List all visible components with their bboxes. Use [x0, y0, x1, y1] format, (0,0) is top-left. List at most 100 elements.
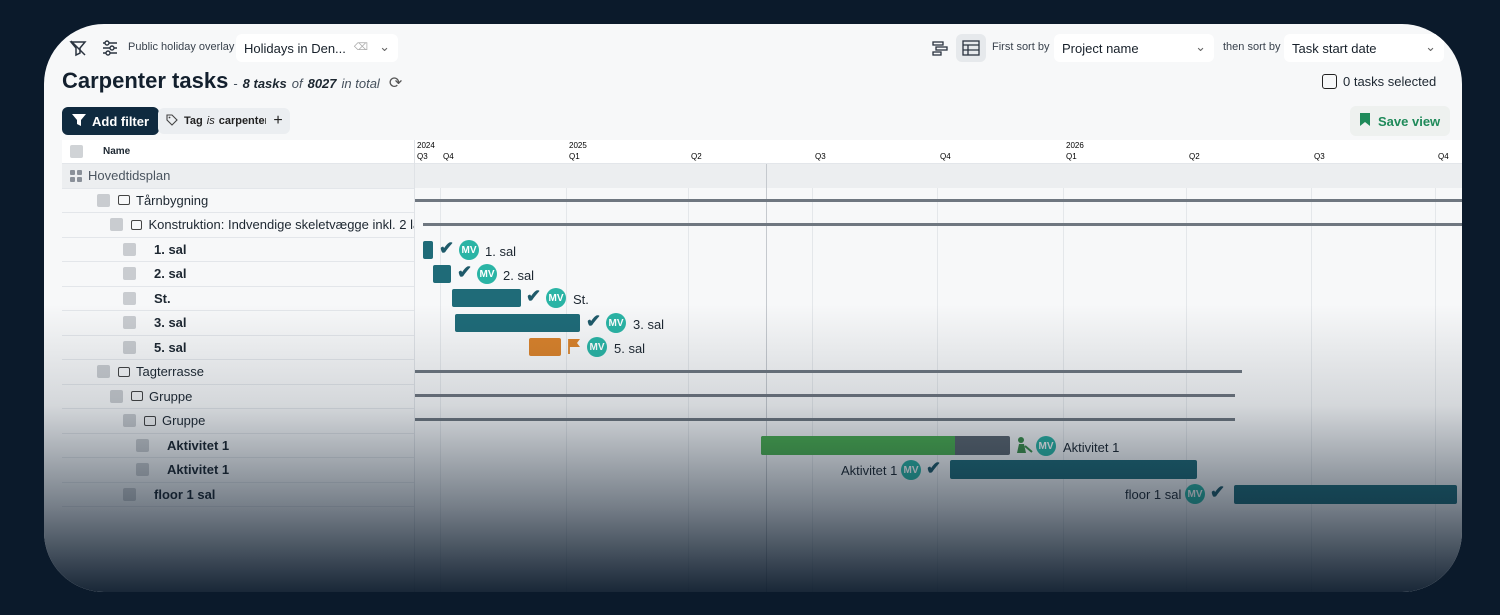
title-dash: -: [233, 76, 238, 91]
avatar[interactable]: MV: [587, 337, 607, 357]
table-row[interactable]: Tagterrasse: [62, 360, 414, 385]
bar-label: Aktivitet 1: [841, 463, 898, 478]
refresh-icon[interactable]: ⟳: [388, 75, 403, 92]
select-all-checkbox[interactable]: [1322, 74, 1337, 89]
grid-icon: [70, 169, 82, 182]
header-checkbox[interactable]: [70, 145, 83, 158]
row-label: St.: [154, 290, 171, 306]
add-filter-button[interactable]: Add filter: [62, 107, 160, 135]
quarter-label: Q4: [1438, 152, 1449, 161]
task-bar[interactable]: [761, 436, 1010, 455]
table-row[interactable]: St.: [62, 287, 414, 311]
row-checkbox[interactable]: [123, 340, 136, 354]
in-total-label: in total: [341, 76, 380, 91]
row-checkbox[interactable]: [110, 218, 123, 232]
name-column-header[interactable]: Name: [103, 146, 131, 157]
page-title: Carpenter tasks: [62, 68, 229, 93]
table-row[interactable]: 5. sal: [62, 336, 414, 360]
checkmark-icon: ✔: [1210, 482, 1226, 502]
avatar[interactable]: MV: [606, 313, 626, 333]
table-row[interactable]: Gruppe: [62, 409, 414, 434]
selected-tasks[interactable]: 0 tasks selected: [1322, 74, 1436, 89]
row-checkbox[interactable]: [136, 438, 149, 452]
avatar[interactable]: MV: [477, 264, 497, 284]
avatar[interactable]: MV: [459, 240, 479, 260]
summary-bar[interactable]: [415, 199, 1462, 202]
save-view-button[interactable]: Save view: [1350, 106, 1451, 136]
clear-icon[interactable]: ⌫: [353, 42, 368, 53]
row-checkbox[interactable]: [97, 193, 110, 207]
then-sort-value: Task start date: [1292, 40, 1377, 56]
task-bar[interactable]: [1234, 485, 1457, 504]
grid-line: [1435, 164, 1436, 592]
row-label: Aktivitet 1: [167, 437, 230, 453]
task-count: 8 tasks: [242, 76, 287, 91]
row-checkbox[interactable]: [97, 365, 110, 379]
summary-bar[interactable]: [423, 223, 1462, 226]
task-bar[interactable]: [455, 314, 580, 332]
avatar[interactable]: MV: [546, 288, 566, 308]
clear-filter-icon[interactable]: [68, 38, 88, 58]
bar-label: St.: [573, 292, 589, 307]
avatar[interactable]: MV: [901, 460, 921, 480]
holiday-select-value: Holidays in Den...: [244, 40, 346, 56]
row-label: Tårnbygning: [136, 192, 209, 208]
row-checkbox[interactable]: [123, 487, 136, 501]
task-bar[interactable]: [423, 241, 433, 259]
bar-label: Aktivitet 1: [1063, 440, 1120, 455]
first-sort-select[interactable]: Project name ⌄: [1054, 34, 1214, 62]
tag-filter-value: carpenter: [218, 115, 269, 127]
row-checkbox[interactable]: [123, 291, 136, 305]
row-checkbox[interactable]: [123, 242, 136, 256]
then-sort-select[interactable]: Task start date ⌄: [1284, 34, 1444, 62]
table-row[interactable]: Hovedtidsplan: [62, 164, 414, 189]
avatar[interactable]: MV: [1185, 484, 1205, 504]
task-bar[interactable]: [529, 338, 561, 356]
table-view-icon[interactable]: [956, 34, 986, 62]
holiday-select[interactable]: Holidays in Den... ⌫ ⌄: [236, 34, 398, 62]
table-row[interactable]: Aktivitet 1: [62, 434, 414, 458]
grid-line: [440, 164, 441, 592]
table-row[interactable]: 1. sal: [62, 238, 414, 262]
tag-filter-field: Tag: [184, 115, 203, 127]
gantt-view-icon[interactable]: [930, 38, 950, 58]
row-label: 1. sal: [154, 241, 187, 257]
grid-line: [566, 164, 567, 592]
avatar[interactable]: MV: [1036, 436, 1056, 456]
row-label: Tagterrasse: [136, 364, 204, 380]
table-row[interactable]: 2. sal: [62, 262, 414, 287]
summary-bar[interactable]: [415, 370, 1242, 373]
row-checkbox[interactable]: [123, 316, 136, 330]
quarter-label: Q4: [940, 152, 951, 161]
table-row[interactable]: floor 1 sal: [62, 483, 414, 507]
row-label: Gruppe: [149, 388, 193, 404]
table-row[interactable]: Konstruktion: Indvendige skeletvægge ink…: [62, 213, 414, 238]
row-label: Hovedtidsplan: [88, 168, 171, 184]
summary-bar[interactable]: [415, 418, 1235, 421]
task-bar[interactable]: [433, 265, 451, 283]
row-label: 2. sal: [154, 266, 187, 282]
table-row[interactable]: Gruppe: [62, 385, 414, 409]
table-row[interactable]: 3. sal: [62, 311, 414, 336]
task-bar[interactable]: [950, 460, 1197, 479]
row-checkbox[interactable]: [123, 414, 136, 428]
sliders-icon[interactable]: [100, 38, 120, 58]
of-label: of: [291, 76, 303, 91]
first-sort-value: Project name: [1062, 40, 1139, 56]
filter-icon: [72, 113, 86, 129]
bar-label: 3. sal: [633, 317, 665, 332]
bookmark-icon: [1360, 113, 1370, 129]
row-checkbox[interactable]: [110, 389, 123, 403]
row-checkbox[interactable]: [136, 463, 149, 477]
summary-bar[interactable]: [415, 394, 1235, 397]
then-sort-label: then sort by: [1223, 41, 1281, 53]
tag-filter-chip[interactable]: Tag is carpenter: [158, 108, 277, 134]
quarter-label: Q4: [443, 152, 454, 161]
folder-icon: [118, 195, 130, 206]
task-bar[interactable]: [452, 289, 521, 307]
chevron-down-icon: ⌄: [379, 39, 390, 54]
row-checkbox[interactable]: [123, 267, 136, 281]
add-tag-button[interactable]: +: [266, 108, 290, 134]
table-row[interactable]: Tårnbygning: [62, 189, 414, 213]
table-row[interactable]: Aktivitet 1: [62, 458, 414, 483]
